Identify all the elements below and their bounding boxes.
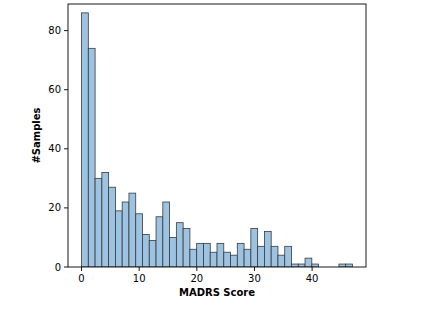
bar [109,187,116,267]
x-tick [312,267,313,271]
bar [163,202,170,267]
y-axis-label: #Samples [31,107,42,163]
frame [68,4,366,267]
x-axis-label: MADRS Score [179,287,255,298]
bar [115,211,122,267]
bar [143,234,150,267]
x-tick-label: 0 [78,273,84,284]
x-tick [81,267,82,271]
x-tick-label: 10 [133,273,146,284]
bar [82,13,89,267]
y-tick [64,89,68,90]
bar [271,246,278,267]
y-tick-label: 60 [48,84,61,95]
bar [251,229,258,267]
y-tick-label: 0 [55,262,61,273]
y-tick-label: 20 [48,202,61,213]
x-tick [254,267,255,271]
x-tick-label: 40 [306,273,319,284]
bar [237,243,244,267]
bar [176,223,183,267]
y-tick [64,30,68,31]
bar [122,202,129,267]
bar [183,229,190,267]
y-tick [64,148,68,149]
bar [129,193,136,267]
bar [136,214,143,267]
x-tick [196,267,197,271]
bar [190,249,197,267]
bar [278,255,285,267]
bar [217,243,224,267]
bar [210,252,217,267]
x-tick [139,267,140,271]
bars [82,13,353,267]
y-tick-label: 40 [48,143,61,154]
bar [170,237,177,267]
y-tick [64,207,68,208]
bar [264,232,271,267]
bar [244,249,251,267]
bar [88,48,95,267]
bar [285,246,292,267]
bar [305,258,312,267]
bar [231,255,238,267]
bar [149,240,156,267]
bar [95,178,102,267]
bar [102,172,109,267]
bar [224,252,231,267]
bar [156,217,163,267]
bar [197,243,204,267]
x-tick-label: 20 [190,273,203,284]
x-tick-label: 30 [248,273,261,284]
chart: 0 10 20 30 40 0 20 40 60 80 MADRS Score #Samples [0,0,442,330]
bar [203,243,210,267]
y-tick [64,267,68,268]
y-tick-label: 80 [48,25,61,36]
bar [258,246,265,267]
